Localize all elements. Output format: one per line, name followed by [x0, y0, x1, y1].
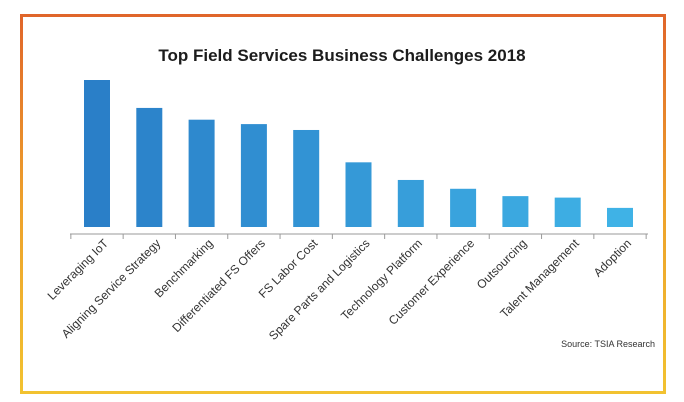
bar-0 — [84, 80, 110, 227]
bar-6 — [397, 179, 424, 227]
bar-2 — [188, 119, 215, 227]
bar-4 — [293, 129, 320, 227]
x-tick-label-10: Adoption — [591, 236, 634, 279]
chart-title: Top Field Services Business Challenges 2… — [158, 46, 526, 65]
x-tick-label-8: Outsourcing — [474, 236, 530, 292]
x-tick-label-5: Spare Parts and Logistics — [266, 236, 373, 343]
x-tick-label-1: Aligning Service Strategy — [59, 236, 164, 341]
bar-10 — [607, 207, 633, 227]
source-note: Source: TSIA Research — [561, 339, 655, 349]
bar-3 — [240, 124, 267, 227]
bar-7 — [450, 188, 477, 227]
bar-1 — [136, 107, 163, 227]
bar-9 — [554, 197, 581, 227]
bar-5 — [345, 162, 372, 227]
x-tick-label-7: Customer Experience — [386, 236, 478, 328]
x-tick-label-3: Differentiated FS Offers — [169, 236, 268, 335]
bar-8 — [502, 196, 529, 227]
